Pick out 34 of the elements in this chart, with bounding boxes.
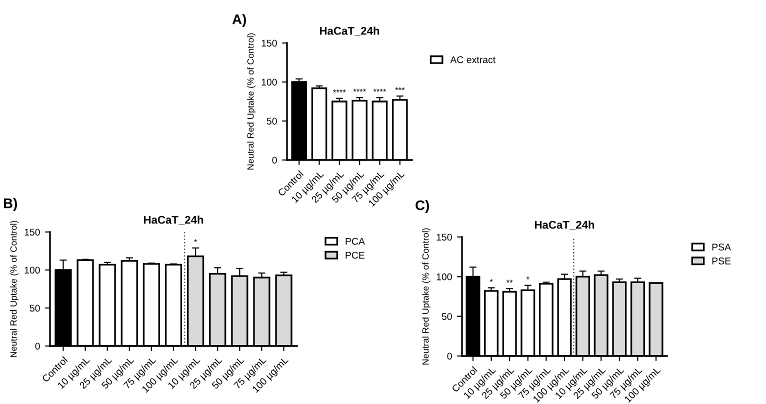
annotation: **** [333,90,346,92]
annotation: ** [506,280,513,283]
text: A) [232,14,246,27]
annotation: *** [395,87,405,90]
legend-label: PCE [346,252,365,259]
y-tick-label: 50 [442,313,452,320]
y-axis-title: Neutral Red Uptake (% of Control) [10,220,19,357]
legend-label: PCA [346,238,365,245]
legend-label: AC extract [450,56,496,64]
y-tick-label: 100 [262,78,277,86]
y-tick-label: 50 [30,304,40,312]
annotation: * [490,278,493,282]
y-tick-label: 100 [24,266,40,274]
legend-label: PSE [712,258,731,264]
y-tick-label: 0 [447,352,452,360]
annotation: **** [353,88,366,92]
chart-title: HaCaT_24h [320,26,380,36]
y-axis-title: Neutral Red Uptake (% of Control) [247,33,256,170]
chart-title: HaCaT_24h [534,220,594,230]
text: B) [4,198,17,211]
text: C) [416,200,429,213]
y-tick-label: 150 [262,40,277,47]
y-axis-title: Neutral Red Uptake (% of Control) [422,228,431,364]
y-tick-label: 100 [436,273,452,280]
y-tick-label: 50 [266,118,277,125]
annotation: * [194,239,198,242]
y-tick-label: 0 [272,156,277,164]
legend-label: PSA [712,244,732,250]
y-tick-label: 150 [436,234,452,241]
y-tick-label: 150 [24,228,40,236]
y-tick-label: 0 [35,342,40,350]
chart-title: HaCaT_24h [144,216,204,226]
annotation: **** [373,88,386,92]
annotation: * [526,276,530,280]
